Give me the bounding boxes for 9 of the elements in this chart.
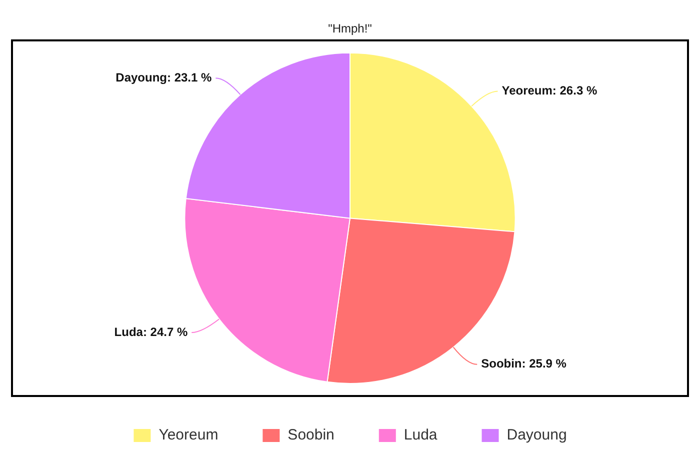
legend-label: Yeoreum (158, 426, 218, 444)
data-label: Dayoung: 23.1 % (116, 70, 212, 84)
legend-label: Dayoung (506, 426, 567, 444)
chart-title: "Hmph!" (328, 22, 372, 36)
legend-label: Soobin (288, 426, 334, 444)
data-label: Luda: 24.7 % (114, 324, 188, 339)
data-label: Soobin: 25.9 % (481, 356, 567, 371)
data-label: Yeoreum: 26.3 % (502, 84, 598, 98)
legend-label: Luda (404, 426, 438, 444)
